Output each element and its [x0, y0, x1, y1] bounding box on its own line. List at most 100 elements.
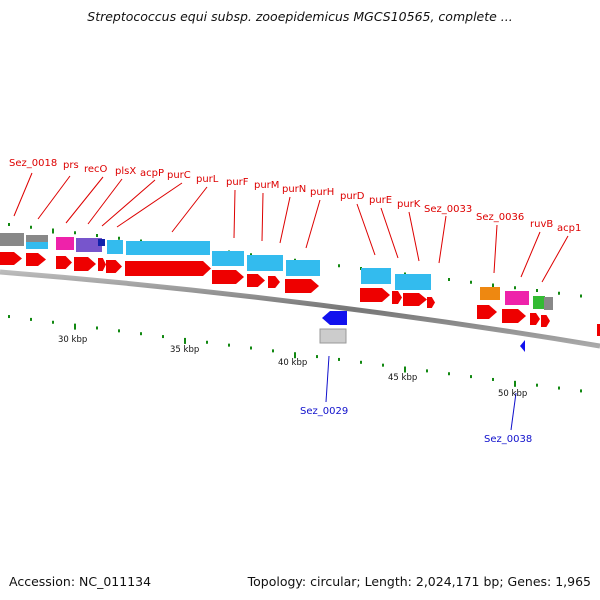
genome-summary: Topology: circular; Length: 2,024,171 bp… — [247, 574, 591, 589]
tick-dot — [580, 389, 582, 393]
gene-label-forward: prs — [63, 160, 79, 171]
tick-dot — [492, 377, 494, 381]
gene-label-forward: acp1 — [557, 223, 581, 234]
tick-dot — [360, 360, 362, 364]
cds-arrow — [477, 305, 497, 319]
tick-dot — [580, 294, 582, 298]
gene-label-forward: purL — [196, 174, 219, 185]
leader-line — [408, 211, 420, 262]
tick-dot — [404, 366, 406, 373]
cds-arrow — [56, 256, 72, 269]
tick-dot — [30, 317, 32, 321]
cds-arrow — [0, 252, 22, 265]
tick-dot — [52, 320, 54, 324]
tick-dot — [52, 228, 54, 234]
scale-label: 50 kbp — [498, 389, 527, 399]
gene-block — [319, 328, 347, 344]
gene-block — [56, 237, 74, 250]
leader-line — [541, 235, 569, 283]
leader-line — [101, 179, 156, 227]
tick-dot — [118, 236, 120, 240]
cds-arrow — [74, 257, 96, 271]
gene-label-forward: Sez_0033 — [424, 204, 472, 215]
cds-arrow — [360, 288, 390, 302]
leader-line — [233, 189, 236, 239]
cds-arrow — [268, 276, 280, 288]
tick-dot — [448, 278, 450, 281]
feature-tracks — [0, 233, 600, 352]
cds-arrow — [106, 260, 122, 273]
cds-arrow — [597, 324, 600, 336]
cds-arrow — [392, 291, 402, 304]
gene-labels: 30 kbp 35 kbp 40 kbp 45 kbp 50 kbp Sez_0018 pr… — [9, 158, 581, 445]
scale-label: 35 kbp — [170, 345, 199, 355]
gene-label-forward: recO — [84, 164, 108, 175]
leader-line — [520, 231, 541, 278]
tick-dot — [8, 315, 10, 319]
gene-block — [544, 297, 553, 310]
tick-dot — [96, 326, 98, 330]
leader-line — [510, 392, 517, 431]
leader-line — [13, 172, 33, 217]
tick-dot — [30, 225, 32, 229]
gene-label-forward: purH — [310, 187, 334, 198]
tick-dot — [316, 355, 318, 359]
tick-dot — [492, 283, 494, 289]
cds-arrow — [98, 258, 106, 271]
leader-line — [325, 355, 330, 403]
tick-dot — [250, 346, 252, 350]
tick-dot — [74, 323, 76, 330]
gene-label-forward: ruvB — [530, 219, 553, 230]
tick-dot — [140, 332, 142, 336]
tick-dot — [118, 329, 120, 333]
gene-block — [286, 260, 320, 276]
gene-block — [0, 233, 24, 246]
gene-block — [98, 239, 105, 246]
tick-dot — [426, 369, 428, 373]
gene-label-forward: purD — [340, 191, 365, 202]
cds-arrow — [541, 315, 550, 327]
tick-dot — [470, 375, 472, 379]
tick-dot — [514, 286, 516, 290]
tick-dot — [536, 289, 538, 292]
leader-line — [279, 196, 291, 244]
leader-line — [87, 178, 123, 225]
gene-label-forward: Sez_0018 — [9, 158, 57, 169]
gene-label-forward: purM — [254, 180, 279, 191]
gene-block — [247, 255, 283, 271]
gene-label-forward: purF — [226, 177, 249, 188]
cds-arrow — [26, 253, 46, 266]
tick-dot — [272, 349, 274, 353]
cds-arrow — [530, 313, 540, 325]
leader-line — [493, 224, 498, 274]
tick-dot — [382, 363, 384, 367]
cds-arrow — [502, 309, 526, 323]
gene-label-forward: plsX — [115, 166, 136, 177]
leader-line — [305, 199, 321, 249]
gene-label-forward: Sez_0036 — [476, 212, 524, 223]
tick-dot — [514, 380, 516, 387]
label-lines — [13, 172, 569, 431]
leader-line — [356, 203, 376, 256]
tick-dot — [184, 337, 186, 344]
cds-arrow — [285, 279, 319, 293]
gene-label-reverse: Sez_0029 — [300, 406, 348, 417]
reverse-cds-arrow — [520, 340, 525, 352]
tick-dot — [536, 383, 538, 387]
genome-backbone — [0, 269, 600, 349]
tick-dot — [338, 264, 340, 268]
gene-block — [126, 241, 210, 255]
tick-dot — [294, 352, 296, 359]
cds-arrow — [427, 297, 435, 308]
gene-block — [107, 240, 123, 254]
gene-label-forward: acpP — [140, 168, 164, 179]
scale-label: 30 kbp — [58, 335, 87, 345]
leader-line — [37, 175, 71, 220]
gene-block — [480, 287, 500, 300]
tick-dot — [250, 253, 252, 257]
tick-dot — [162, 335, 164, 339]
tick-dot — [8, 223, 10, 226]
tick-dot — [96, 234, 98, 237]
gene-label-forward: purC — [167, 170, 191, 181]
